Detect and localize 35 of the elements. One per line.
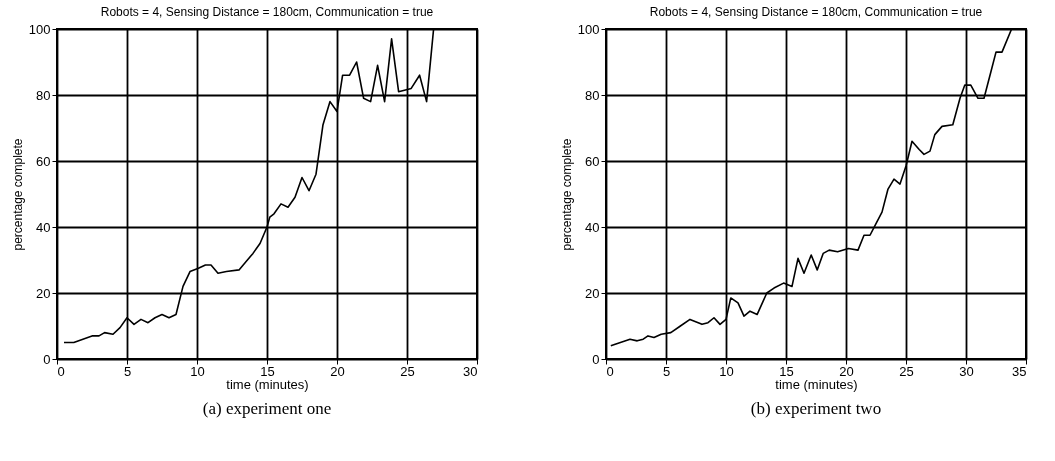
x-tick-label: 5 bbox=[123, 363, 132, 379]
x-tick-label: 10 bbox=[190, 363, 205, 379]
y-tick-label: 20 bbox=[585, 285, 600, 301]
x-tick-label: 5 bbox=[662, 363, 671, 379]
y-tick-label: 20 bbox=[36, 285, 51, 301]
text: (a) experiment one bbox=[202, 399, 332, 418]
y-axis-title: percentage complete bbox=[559, 138, 574, 251]
x-tick-label: 10 bbox=[719, 363, 734, 379]
x-tick-label: 20 bbox=[839, 363, 854, 379]
y-tick-label: 100 bbox=[577, 21, 600, 37]
x-tick-label: 25 bbox=[899, 363, 914, 379]
x-tick-label: 30 bbox=[959, 363, 974, 379]
chart-title: Robots = 4, Sensing Distance = 180cm, Communication = true bbox=[100, 5, 434, 19]
x-tick-label: 0 bbox=[57, 363, 65, 379]
y-tick-label: 80 bbox=[585, 87, 600, 103]
x-tick-label: 20 bbox=[330, 363, 345, 379]
y-tick-label: 60 bbox=[585, 153, 600, 169]
x-tick-label: 15 bbox=[260, 363, 275, 379]
y-tick-label: 80 bbox=[36, 87, 51, 103]
x-tick-label: 25 bbox=[400, 363, 415, 379]
x-axis-title: time (minutes) bbox=[226, 376, 309, 392]
chart-title: Robots = 4, Sensing Distance = 180cm, Communication = true bbox=[649, 5, 983, 19]
x-axis-title: time (minutes) bbox=[775, 376, 858, 392]
x-tick-label: 30 bbox=[463, 363, 478, 379]
y-tick-label: 40 bbox=[36, 219, 51, 235]
y-tick-label: 100 bbox=[28, 21, 51, 37]
x-tick-label: 0 bbox=[606, 363, 614, 379]
y-tick-label: 0 bbox=[43, 351, 51, 367]
y-tick-label: 40 bbox=[585, 219, 600, 235]
x-tick-label: 35 bbox=[1012, 363, 1027, 379]
y-tick-label: 0 bbox=[592, 351, 600, 367]
text: (b) experiment two bbox=[750, 399, 882, 418]
y-tick-label: 60 bbox=[36, 153, 51, 169]
x-tick-label: 15 bbox=[779, 363, 794, 379]
y-axis-title: percentage complete bbox=[10, 138, 25, 251]
